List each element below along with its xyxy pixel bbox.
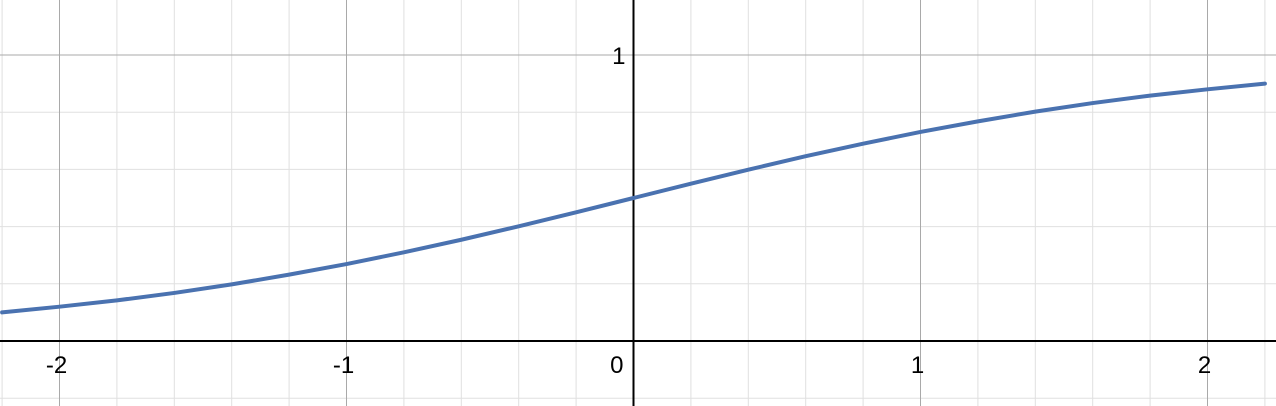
x-tick-label: -1 xyxy=(333,352,354,379)
series-line-0[interactable] xyxy=(0,81,1267,315)
x-tick-label: 1 xyxy=(911,352,924,379)
x-tick-label: -2 xyxy=(46,352,67,379)
x-tick-label: 0 xyxy=(610,352,623,379)
y-tick-label: 1 xyxy=(612,43,625,70)
tick-labels: -2 -1 0 1 2 1 xyxy=(46,43,1211,379)
x-tick-label: 2 xyxy=(1198,352,1211,379)
curve-layer xyxy=(0,81,1267,315)
